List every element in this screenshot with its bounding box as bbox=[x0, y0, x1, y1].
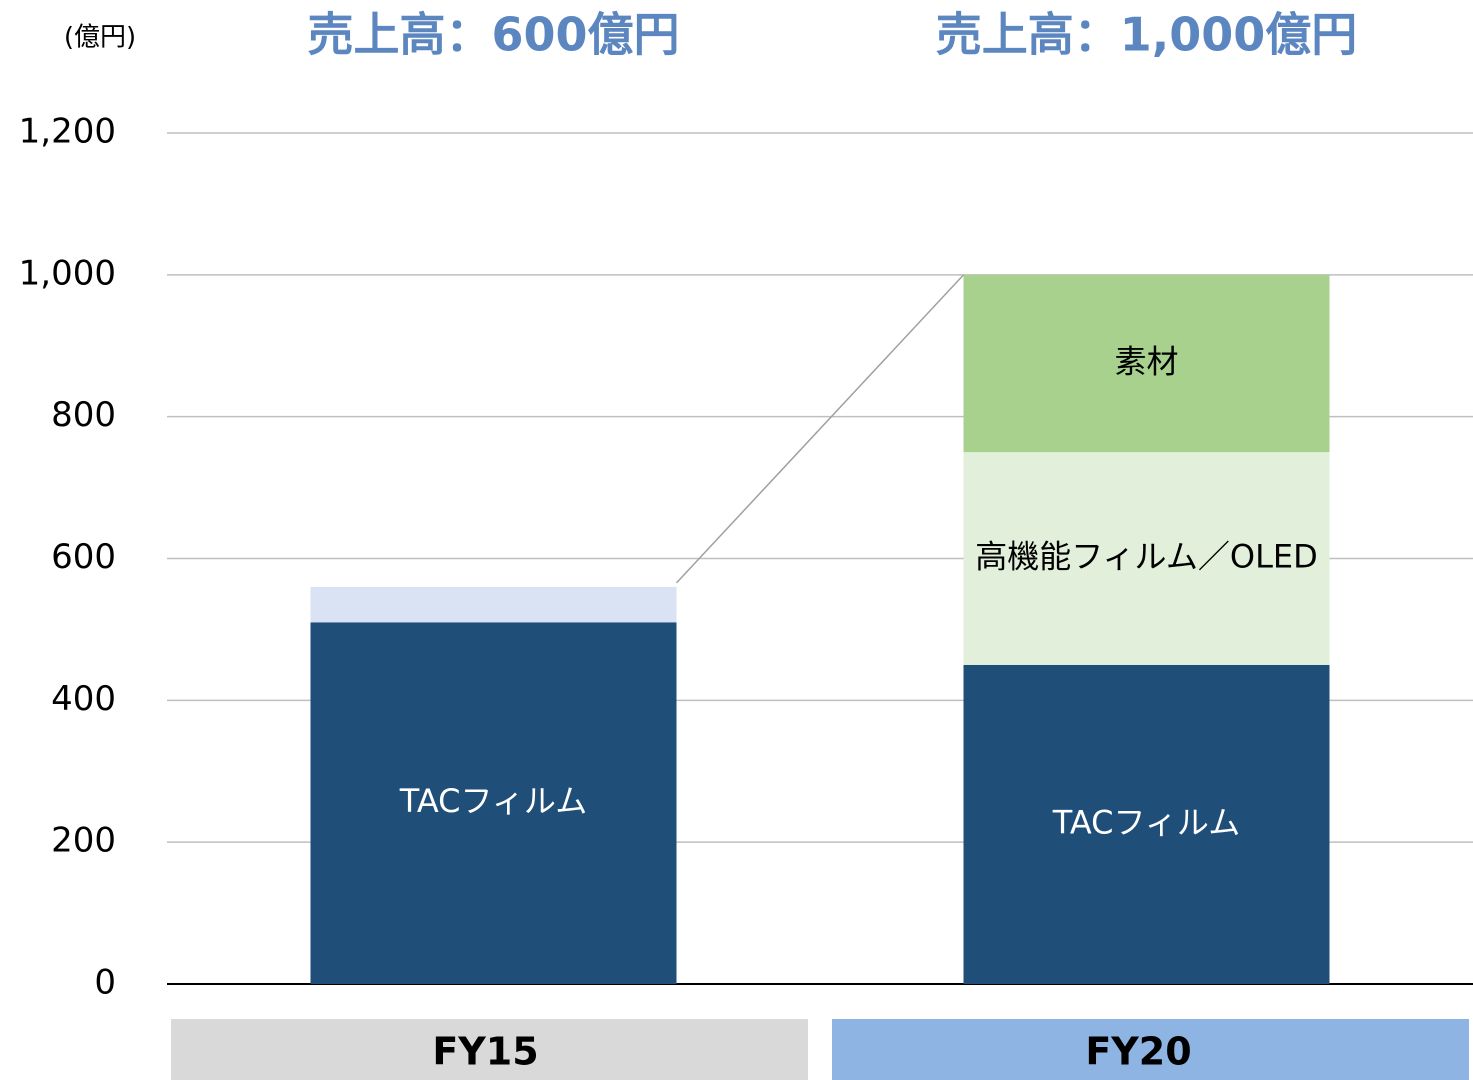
connector-line bbox=[675, 274, 965, 584]
unit-label: (億円) bbox=[64, 23, 136, 53]
bar-segment bbox=[963, 452, 1330, 665]
y-tick-label: 600 bbox=[51, 537, 116, 577]
category-band bbox=[171, 1019, 808, 1080]
y-tick-label: 400 bbox=[51, 679, 116, 719]
segment-label: 素材 bbox=[1114, 342, 1178, 380]
bar-title: 売上高：600億円 bbox=[307, 8, 679, 62]
bar-segment bbox=[963, 664, 1330, 984]
segment-label: 高機能フィルム／OLED bbox=[975, 538, 1318, 576]
segment-label: TACフィルム bbox=[399, 782, 587, 820]
y-tick-label: 1,000 bbox=[19, 253, 116, 293]
x-tick-label: FY15 bbox=[432, 1030, 538, 1074]
y-tick-label: 200 bbox=[51, 821, 116, 861]
bar-segment bbox=[310, 586, 677, 623]
category-band bbox=[832, 1019, 1469, 1080]
x-tick-label: FY20 bbox=[1085, 1030, 1191, 1074]
bar-title: 売上高：1,000億円 bbox=[936, 8, 1358, 62]
y-tick-label: 1,200 bbox=[19, 112, 116, 152]
segment-label: TACフィルム bbox=[1052, 803, 1240, 841]
y-tick-label: 0 bbox=[94, 963, 116, 1003]
y-tick-label: 800 bbox=[51, 395, 116, 435]
bar-segment bbox=[963, 274, 1330, 453]
bar-segment bbox=[310, 622, 677, 984]
